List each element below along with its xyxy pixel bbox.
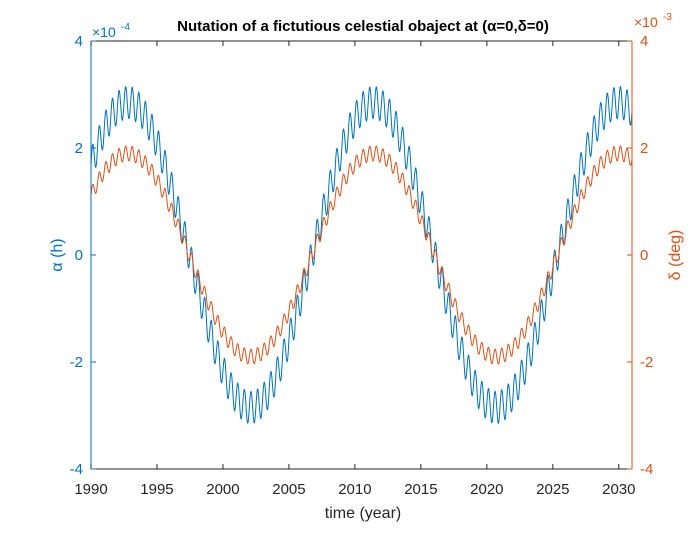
left-exponent-base: ×10 bbox=[92, 24, 116, 40]
left-y-tick-label: -4 bbox=[70, 461, 83, 478]
chart-title: Nutation of a fictutious celestial obaje… bbox=[177, 18, 549, 35]
x-tick-label: 2020 bbox=[470, 481, 503, 498]
left-y-ticks: -4 -2 0 2 4 bbox=[70, 33, 96, 478]
right-exponent: ×10 -3 bbox=[634, 12, 672, 30]
series-line-delta bbox=[90, 145, 633, 365]
left-y-tick-label: 4 bbox=[75, 33, 83, 50]
left-exponent: ×10 -4 bbox=[92, 22, 130, 40]
right-y-tick-label: 2 bbox=[640, 140, 648, 157]
right-y-tick-label: -4 bbox=[640, 461, 653, 478]
x-tick-label: 1995 bbox=[140, 481, 173, 498]
right-y-tick-label: 4 bbox=[640, 33, 648, 50]
x-tick-label: 2015 bbox=[404, 481, 437, 498]
x-tick-label: 2000 bbox=[206, 481, 239, 498]
x-ticks: 1990 1995 2000 2005 2010 2015 2020 2025 2030 bbox=[74, 41, 635, 498]
plot-area: 1990 1995 2000 2005 2010 2015 2020 2025 2030 -4-… bbox=[70, 33, 654, 498]
right-y-axis-label: δ (deg) bbox=[667, 230, 684, 281]
x-axis-label: time (year) bbox=[325, 505, 401, 522]
left-y-tick-label: 2 bbox=[75, 140, 83, 157]
left-y-tick-label: -2 bbox=[70, 354, 83, 371]
right-y-tick-label: -2 bbox=[640, 354, 653, 371]
left-exponent-power: -4 bbox=[121, 22, 130, 33]
right-y-ticks: -4 -2 0 2 4 bbox=[627, 33, 653, 478]
left-y-tick-label: 0 bbox=[75, 247, 83, 264]
x-tick-label: 2010 bbox=[338, 481, 371, 498]
series-layer bbox=[90, 85, 633, 425]
right-exponent-base: ×10 bbox=[634, 14, 658, 30]
x-tick-label: 2005 bbox=[272, 481, 305, 498]
x-tick-label: 2030 bbox=[602, 481, 635, 498]
x-tick-label: 2025 bbox=[536, 481, 569, 498]
right-exponent-power: -3 bbox=[663, 12, 672, 23]
left-y-axis-label: α (h) bbox=[49, 238, 66, 271]
x-tick-label: 1990 bbox=[74, 481, 107, 498]
right-y-tick-label: 0 bbox=[640, 247, 648, 264]
